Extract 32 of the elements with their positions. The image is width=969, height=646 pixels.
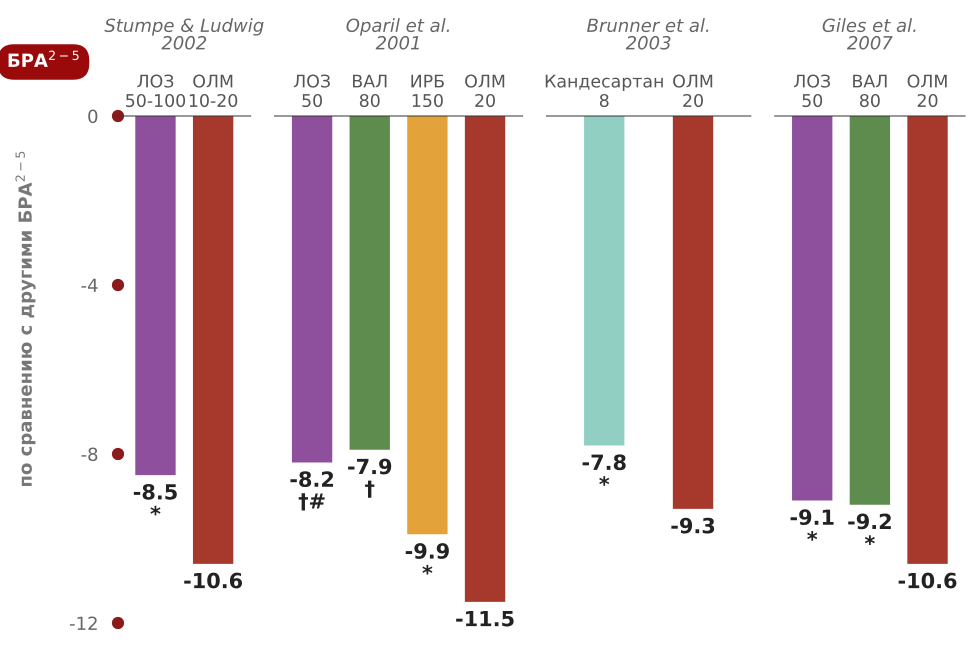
data-label: -8.2 †# [290,471,334,510]
x-tick-label: ВАЛ 80 [353,74,386,108]
x-tick-label: ИРБ 150 [411,74,444,108]
data-label: -7.9 † [348,458,392,498]
data-label: -9.1 * [790,509,834,541]
y-tick-label: -12 [70,616,97,630]
x-tick-label: ОЛМ 20 [673,74,712,108]
data-label: -9.3 [671,518,714,534]
x-tick-label: ЛОЗ 50-100 [126,74,186,108]
data-label: -9.9 * [406,543,449,575]
text: БРА$^{2−5}$ [8,50,79,67]
x-tick-label: ЛОЗ 50 [794,74,830,108]
data-label: -9.2 * [848,514,891,545]
data-label: -7.8 * [582,454,626,486]
x-tick-label: ЛОЗ 50 [294,74,330,108]
x-tick-label: ОЛМ 20 [465,74,504,108]
chart-title: Oparil et al. 2001 [346,18,450,50]
chart-title: Brunner et al. 2003 [587,18,708,50]
x-tick-label: ВАЛ 80 [853,74,887,108]
x-tick-label: ОЛМ 10-20 [190,74,238,108]
y-tick-label: -4 [81,278,98,292]
y-tick-label: -8 [81,447,98,462]
x-tick-label: ОЛМ 20 [908,74,947,108]
x-tick-label: Кандесартан 8 [546,74,663,108]
data-label: -10.6 [898,572,956,588]
data-label: -8.5 * [134,484,177,516]
data-label: -10.6 [184,572,242,588]
y-axis-title: по сравнению с другими БРА$^{2−5}$ [15,152,36,486]
chart-title: Giles et al. 2007 [822,18,916,50]
chart-title: Stumpe & Ludwig 2002 [104,18,264,50]
data-label: -11.5 [456,610,514,626]
y-tick-label: 0 [88,109,98,124]
